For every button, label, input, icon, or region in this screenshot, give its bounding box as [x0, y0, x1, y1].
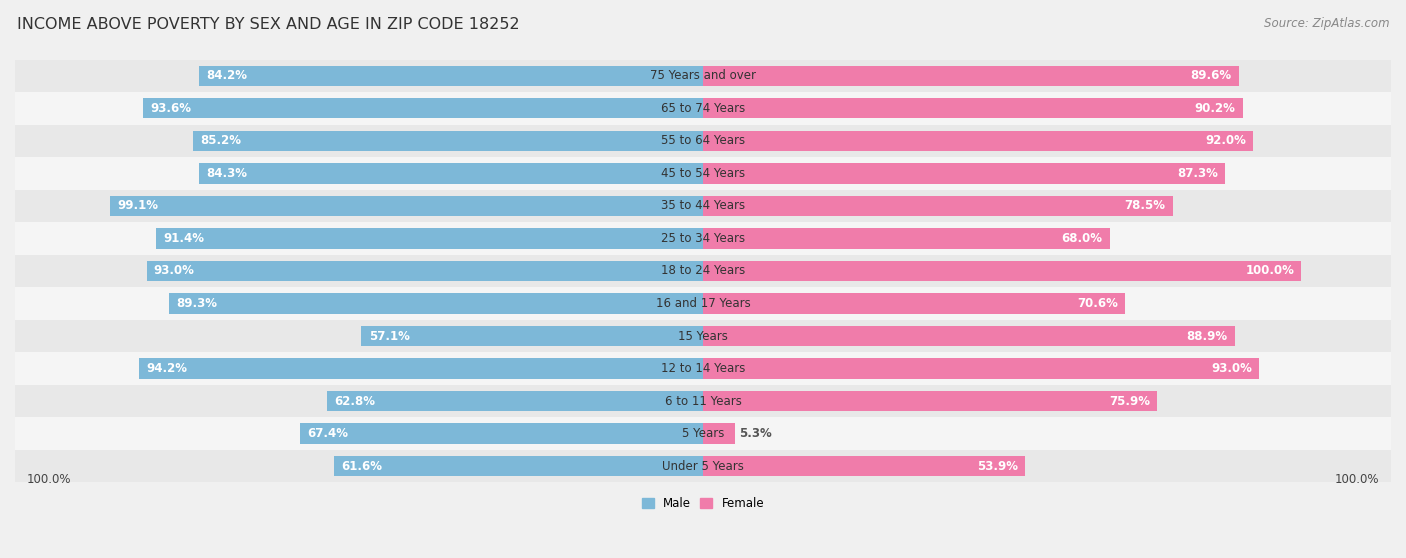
- Text: INCOME ABOVE POVERTY BY SEX AND AGE IN ZIP CODE 18252: INCOME ABOVE POVERTY BY SEX AND AGE IN Z…: [17, 17, 519, 32]
- Bar: [143, 98, 703, 118]
- Text: 99.1%: 99.1%: [117, 199, 159, 213]
- Bar: [703, 163, 1225, 184]
- Bar: [703, 98, 1243, 118]
- Bar: [15, 190, 1391, 222]
- Text: Under 5 Years: Under 5 Years: [662, 460, 744, 473]
- Legend: Male, Female: Male, Female: [637, 492, 769, 514]
- Text: 6 to 11 Years: 6 to 11 Years: [665, 395, 741, 407]
- Text: 93.0%: 93.0%: [1212, 362, 1253, 375]
- Bar: [200, 66, 703, 86]
- Bar: [15, 92, 1391, 124]
- Text: 87.3%: 87.3%: [1177, 167, 1218, 180]
- Bar: [703, 424, 735, 444]
- Bar: [15, 352, 1391, 385]
- Text: 84.2%: 84.2%: [207, 69, 247, 83]
- Text: 67.4%: 67.4%: [307, 427, 347, 440]
- Text: 78.5%: 78.5%: [1125, 199, 1166, 213]
- Text: 88.9%: 88.9%: [1187, 330, 1227, 343]
- Text: 62.8%: 62.8%: [335, 395, 375, 407]
- Text: 68.0%: 68.0%: [1062, 232, 1102, 245]
- Bar: [169, 294, 703, 314]
- Bar: [15, 255, 1391, 287]
- Bar: [139, 358, 703, 379]
- Bar: [335, 456, 703, 476]
- Bar: [15, 222, 1391, 255]
- Text: 5 Years: 5 Years: [682, 427, 724, 440]
- Text: 85.2%: 85.2%: [201, 134, 242, 147]
- Bar: [15, 60, 1391, 92]
- Text: 35 to 44 Years: 35 to 44 Years: [661, 199, 745, 213]
- Text: 55 to 64 Years: 55 to 64 Years: [661, 134, 745, 147]
- Text: 90.2%: 90.2%: [1195, 102, 1236, 115]
- Text: 100.0%: 100.0%: [1246, 264, 1294, 277]
- Text: 65 to 74 Years: 65 to 74 Years: [661, 102, 745, 115]
- Text: 53.9%: 53.9%: [977, 460, 1018, 473]
- Text: 93.0%: 93.0%: [153, 264, 194, 277]
- Bar: [703, 196, 1173, 216]
- Bar: [299, 424, 703, 444]
- Bar: [703, 326, 1234, 346]
- Text: 92.0%: 92.0%: [1205, 134, 1246, 147]
- Bar: [15, 417, 1391, 450]
- Bar: [328, 391, 703, 411]
- Text: 16 and 17 Years: 16 and 17 Years: [655, 297, 751, 310]
- Text: 93.6%: 93.6%: [150, 102, 191, 115]
- Text: 5.3%: 5.3%: [740, 427, 772, 440]
- Text: Source: ZipAtlas.com: Source: ZipAtlas.com: [1264, 17, 1389, 30]
- Bar: [15, 157, 1391, 190]
- Text: 100.0%: 100.0%: [1334, 473, 1379, 485]
- Bar: [110, 196, 703, 216]
- Text: 25 to 34 Years: 25 to 34 Years: [661, 232, 745, 245]
- Bar: [15, 320, 1391, 352]
- Bar: [15, 287, 1391, 320]
- Text: 75.9%: 75.9%: [1109, 395, 1150, 407]
- Bar: [193, 131, 703, 151]
- Text: 61.6%: 61.6%: [342, 460, 382, 473]
- Text: 91.4%: 91.4%: [163, 232, 204, 245]
- Text: 45 to 54 Years: 45 to 54 Years: [661, 167, 745, 180]
- Bar: [703, 294, 1125, 314]
- Text: 15 Years: 15 Years: [678, 330, 728, 343]
- Text: 18 to 24 Years: 18 to 24 Years: [661, 264, 745, 277]
- Bar: [703, 391, 1157, 411]
- Bar: [146, 261, 703, 281]
- Text: 12 to 14 Years: 12 to 14 Years: [661, 362, 745, 375]
- Bar: [15, 450, 1391, 482]
- Text: 94.2%: 94.2%: [146, 362, 187, 375]
- Text: 89.3%: 89.3%: [176, 297, 217, 310]
- Bar: [703, 261, 1302, 281]
- Bar: [703, 358, 1260, 379]
- Text: 89.6%: 89.6%: [1191, 69, 1232, 83]
- Bar: [15, 385, 1391, 417]
- Text: 70.6%: 70.6%: [1077, 297, 1118, 310]
- Text: 100.0%: 100.0%: [27, 473, 72, 485]
- Text: 57.1%: 57.1%: [368, 330, 409, 343]
- Bar: [361, 326, 703, 346]
- Bar: [198, 163, 703, 184]
- Bar: [156, 228, 703, 248]
- Bar: [703, 66, 1239, 86]
- Text: 75 Years and over: 75 Years and over: [650, 69, 756, 83]
- Text: 84.3%: 84.3%: [205, 167, 247, 180]
- Bar: [703, 228, 1109, 248]
- Bar: [703, 456, 1025, 476]
- Bar: [15, 124, 1391, 157]
- Bar: [703, 131, 1253, 151]
